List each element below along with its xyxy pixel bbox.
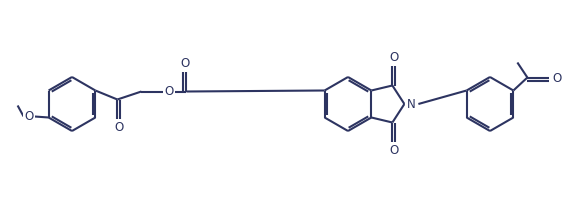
Text: O: O — [180, 57, 189, 70]
Text: O: O — [553, 73, 562, 86]
Text: O: O — [25, 110, 34, 123]
Text: O: O — [114, 121, 124, 134]
Text: O: O — [389, 51, 398, 64]
Text: N: N — [407, 97, 415, 111]
Text: O: O — [164, 85, 173, 98]
Text: O: O — [389, 144, 398, 157]
